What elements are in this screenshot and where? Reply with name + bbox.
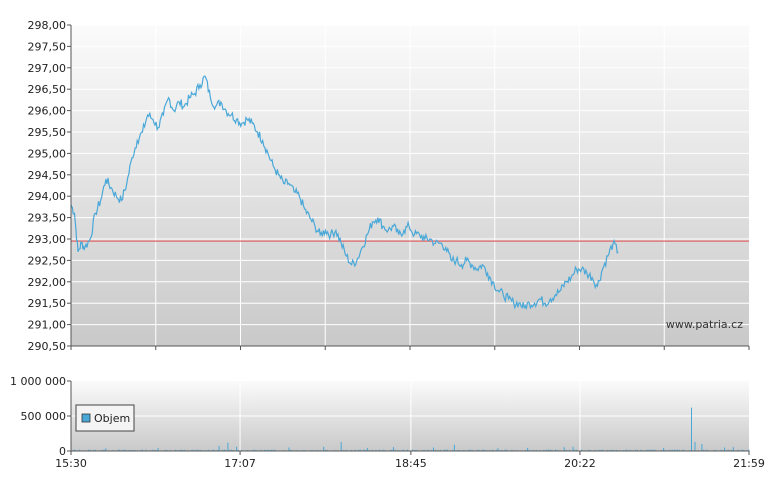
- price-y-tick-label: 296,00: [28, 105, 67, 118]
- legend-swatch: [82, 414, 90, 422]
- volume-x-tick-label: 17:07: [224, 457, 256, 470]
- price-y-tick-label: 298,00: [28, 19, 67, 32]
- price-y-tick-label: 297,00: [28, 62, 67, 75]
- volume-bar: [701, 444, 702, 451]
- volume-bar: [323, 447, 324, 451]
- volume-x-tick-label: 20:22: [564, 457, 596, 470]
- price-y-tick-label: 292,50: [28, 254, 67, 267]
- price-y-tick-label: 291,50: [28, 297, 67, 310]
- volume-legend: Objem: [76, 405, 134, 431]
- volume-bar: [433, 448, 434, 452]
- volume-y-tick-label: 1 000 000: [10, 375, 66, 388]
- volume-bar: [691, 408, 692, 451]
- volume-bar: [227, 443, 228, 451]
- volume-bar: [564, 447, 565, 451]
- legend-label: Objem: [94, 412, 130, 425]
- volume-x-tick-label: 15:30: [55, 457, 87, 470]
- volume-x-tick-label: 18:45: [395, 457, 427, 470]
- price-y-tick-label: 294,50: [28, 169, 67, 182]
- price-y-tick-label: 291,00: [28, 319, 67, 332]
- volume-bar: [695, 442, 696, 451]
- price-y-tick-label: 292,00: [28, 276, 67, 289]
- volume-bar: [341, 442, 342, 451]
- volume-bar: [733, 447, 734, 451]
- volume-x-tick-label: 21:59: [733, 457, 765, 470]
- volume-bar: [236, 447, 237, 451]
- price-y-tick-label: 293,00: [28, 233, 67, 246]
- volume-bar: [724, 448, 725, 452]
- price-y-tick-label: 294,00: [28, 190, 67, 203]
- price-y-tick-label: 297,50: [28, 40, 67, 53]
- volume-bar: [288, 448, 289, 452]
- price-y-tick-label: 296,50: [28, 83, 67, 96]
- price-y-tick-label: 293,50: [28, 212, 67, 225]
- volume-bar: [454, 445, 455, 451]
- volume-y-tick-label: 500 000: [21, 410, 67, 423]
- volume-bar: [393, 447, 394, 451]
- volume-bar: [219, 446, 220, 451]
- price-y-tick-label: 295,50: [28, 126, 67, 139]
- watermark: www.patria.cz: [666, 318, 743, 331]
- volume-bar: [573, 447, 574, 451]
- price-panel: 298,00 297,50 297,00 296,50 296,00 295,50 295,…: [28, 19, 750, 353]
- price-y-tick-label: 290,50: [28, 340, 67, 353]
- price-y-tick-label: 295,00: [28, 147, 67, 160]
